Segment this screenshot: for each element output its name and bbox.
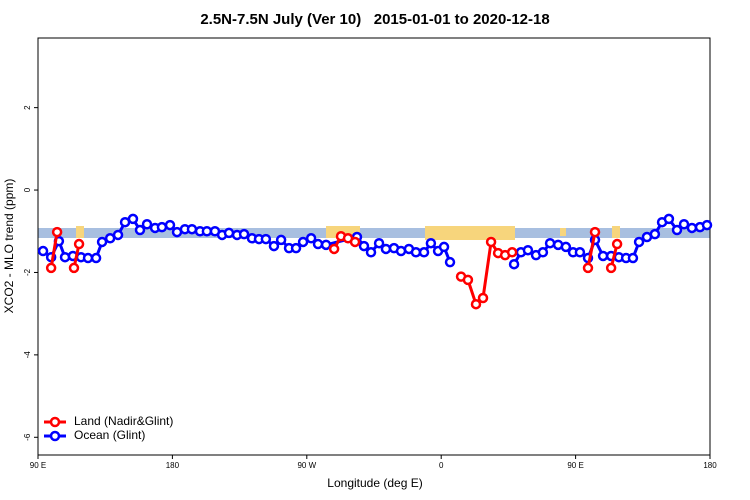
data-point	[380, 243, 392, 255]
data-point	[312, 238, 324, 250]
data-point	[141, 218, 153, 230]
legend-label: Ocean (Glint)	[74, 428, 145, 442]
data-point	[485, 236, 497, 248]
data-point	[260, 233, 272, 245]
data-point	[605, 262, 617, 274]
x-tick-label: 180	[703, 461, 717, 470]
land-patch	[76, 226, 84, 238]
series-line	[586, 231, 597, 269]
data-point	[537, 247, 549, 258]
y-tick-label: 2	[23, 105, 32, 110]
data-point	[678, 218, 690, 230]
data-point	[37, 245, 49, 257]
data-point	[328, 243, 340, 255]
y-tick-label: -2	[23, 268, 32, 276]
data-point	[68, 262, 80, 274]
data-point	[305, 233, 317, 244]
data-point	[112, 229, 124, 241]
data-point	[410, 247, 422, 258]
data-point	[506, 247, 518, 258]
data-point	[268, 240, 280, 252]
x-tick-label: 90 E	[30, 461, 46, 470]
data-point	[418, 247, 430, 258]
data-point	[73, 238, 85, 250]
data-point	[201, 226, 213, 237]
y-tick-label: -6	[23, 433, 32, 441]
x-tick-label: 90 E	[567, 461, 583, 470]
data-point	[134, 224, 146, 236]
data-point	[365, 247, 377, 258]
data-point	[663, 213, 675, 225]
data-point	[290, 242, 302, 254]
x-tick-label: 0	[439, 461, 444, 470]
data-point	[82, 252, 94, 264]
x-tick-label: 90 W	[297, 461, 316, 470]
data-point	[297, 236, 309, 248]
plot-frame	[37, 37, 711, 456]
data-point	[320, 239, 332, 251]
data-point	[223, 227, 235, 239]
data-point	[59, 251, 71, 263]
y-tick-label: -4	[23, 351, 32, 359]
legend-entry: Land (Nadir&Glint)	[44, 414, 173, 428]
y-axis-label: XCO2 - MLO trend (ppm)	[2, 179, 16, 314]
legend-label: Land (Nadir&Glint)	[74, 414, 173, 428]
data-point	[186, 223, 198, 235]
land-patch	[612, 226, 620, 238]
data-point	[522, 244, 534, 256]
data-point	[611, 238, 623, 250]
data-point	[373, 237, 385, 249]
data-point	[96, 236, 108, 248]
data-point	[560, 241, 572, 253]
data-point	[649, 228, 661, 240]
series-line	[49, 231, 59, 269]
data-point	[477, 292, 489, 304]
data-point	[597, 250, 609, 262]
data-point	[582, 262, 594, 274]
data-point	[589, 226, 601, 238]
data-point	[164, 219, 176, 231]
data-point	[574, 247, 586, 258]
data-point	[275, 234, 287, 246]
data-point	[45, 262, 57, 274]
data-point	[470, 298, 482, 310]
data-point	[51, 226, 63, 238]
data-point	[238, 228, 250, 240]
data-point	[90, 252, 102, 264]
y-tick-label: 0	[23, 187, 32, 192]
data-point	[627, 252, 639, 264]
legend-marker	[49, 430, 61, 442]
data-point	[701, 219, 713, 231]
land-patch	[560, 228, 566, 236]
chart-title: 2.5N-7.5N July (Ver 10) 2015-01-01 to 20…	[200, 11, 549, 28]
data-point	[633, 236, 645, 248]
data-point	[444, 256, 456, 268]
data-point	[462, 274, 474, 286]
data-point	[438, 241, 450, 253]
data-point	[671, 224, 683, 236]
data-point	[544, 237, 556, 249]
data-point	[127, 213, 139, 225]
data-point	[349, 236, 361, 248]
data-point	[358, 240, 370, 252]
x-tick-label: 180	[166, 461, 180, 470]
data-point	[508, 258, 520, 270]
data-point	[425, 237, 437, 249]
legend-entry: Ocean (Glint)	[44, 428, 145, 442]
ocean-strip	[38, 228, 710, 238]
x-axis-label: Longitude (deg E)	[327, 476, 422, 490]
legend-marker	[49, 416, 61, 428]
land-patch	[425, 226, 515, 240]
data-point	[686, 222, 698, 234]
data-point	[156, 221, 168, 233]
